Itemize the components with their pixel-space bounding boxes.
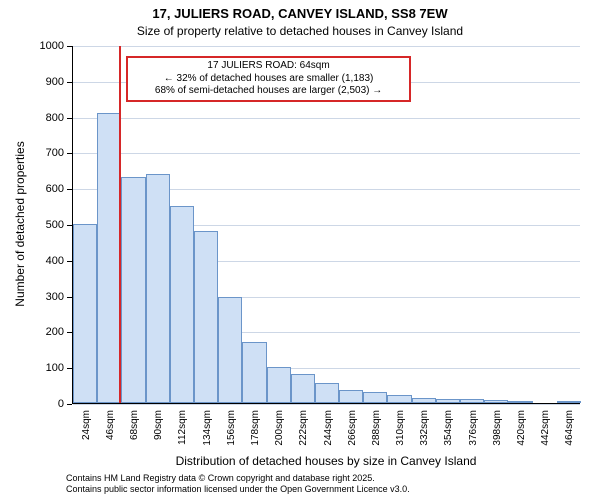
ytick-mark [67, 82, 72, 83]
bar [557, 401, 581, 403]
ytick-label: 100 [32, 362, 64, 374]
xtick-label: 24sqm [81, 410, 92, 440]
bar [242, 342, 266, 403]
gridline [73, 404, 580, 405]
ytick-mark [67, 404, 72, 405]
bar [218, 297, 242, 403]
xtick-label: 134sqm [202, 410, 213, 446]
xtick-label: 464sqm [564, 410, 575, 446]
annotation-line: ← 32% of detached houses are smaller (1,… [132, 73, 404, 86]
ytick-mark [67, 261, 72, 262]
ytick-label: 700 [32, 147, 64, 159]
xtick-label: 288sqm [371, 410, 382, 446]
xtick-label: 244sqm [323, 410, 334, 446]
bar [508, 401, 532, 403]
footer-attribution: Contains HM Land Registry data © Crown c… [66, 473, 410, 496]
ytick-mark [67, 225, 72, 226]
xtick-label: 266sqm [347, 410, 358, 446]
annotation-box: 17 JULIERS ROAD: 64sqm← 32% of detached … [126, 56, 410, 102]
xtick-label: 398sqm [492, 410, 503, 446]
ytick-label: 600 [32, 183, 64, 195]
ytick-mark [67, 46, 72, 47]
xtick-label: 222sqm [298, 410, 309, 446]
xtick-label: 178sqm [250, 410, 261, 446]
bar [339, 390, 363, 403]
ytick-mark [67, 118, 72, 119]
xtick-label: 200sqm [274, 410, 285, 446]
bar [97, 113, 121, 403]
xtick-label: 332sqm [419, 410, 430, 446]
y-axis-label: Number of detached properties [13, 45, 27, 403]
ytick-mark [67, 153, 72, 154]
xtick-label: 68sqm [129, 410, 140, 440]
bar [484, 400, 508, 403]
annotation-line: 17 JULIERS ROAD: 64sqm [132, 60, 404, 73]
bar [291, 374, 315, 403]
plot-area: 17 JULIERS ROAD: 64sqm← 32% of detached … [72, 46, 580, 404]
ytick-mark [67, 368, 72, 369]
bar [460, 399, 484, 403]
bar [121, 177, 145, 403]
ytick-label: 900 [32, 76, 64, 88]
bar [387, 395, 411, 403]
annotation-line: 68% of semi-detached houses are larger (… [132, 85, 404, 98]
x-axis-label: Distribution of detached houses by size … [72, 454, 580, 468]
footer-line-2: Contains public sector information licen… [66, 484, 410, 495]
ytick-label: 800 [32, 112, 64, 124]
bar [194, 231, 218, 403]
bar [412, 398, 436, 403]
xtick-label: 46sqm [105, 410, 116, 440]
ytick-label: 200 [32, 326, 64, 338]
bar [267, 367, 291, 403]
ytick-label: 0 [32, 398, 64, 410]
xtick-label: 112sqm [177, 410, 188, 445]
gridline [73, 46, 580, 47]
xtick-label: 442sqm [540, 410, 551, 446]
bar [315, 383, 339, 403]
ytick-mark [67, 332, 72, 333]
xtick-label: 90sqm [153, 410, 164, 440]
ytick-label: 400 [32, 255, 64, 267]
gridline [73, 153, 580, 154]
xtick-label: 420sqm [516, 410, 527, 446]
ytick-mark [67, 297, 72, 298]
ytick-label: 500 [32, 219, 64, 231]
bar [363, 392, 387, 403]
ytick-mark [67, 189, 72, 190]
chart-title: 17, JULIERS ROAD, CANVEY ISLAND, SS8 7EW [0, 6, 600, 21]
gridline [73, 118, 580, 119]
ytick-label: 300 [32, 291, 64, 303]
highlight-marker [119, 46, 121, 403]
bar [170, 206, 194, 403]
bar [146, 174, 170, 403]
xtick-label: 310sqm [395, 410, 406, 446]
ytick-label: 1000 [32, 40, 64, 52]
bar [73, 224, 97, 403]
chart-container: 17, JULIERS ROAD, CANVEY ISLAND, SS8 7EW… [0, 0, 600, 500]
chart-subtitle: Size of property relative to detached ho… [0, 24, 600, 38]
xtick-label: 354sqm [443, 410, 454, 446]
footer-line-1: Contains HM Land Registry data © Crown c… [66, 473, 410, 484]
bar [436, 399, 460, 403]
xtick-label: 376sqm [468, 410, 479, 446]
xtick-label: 156sqm [226, 410, 237, 446]
